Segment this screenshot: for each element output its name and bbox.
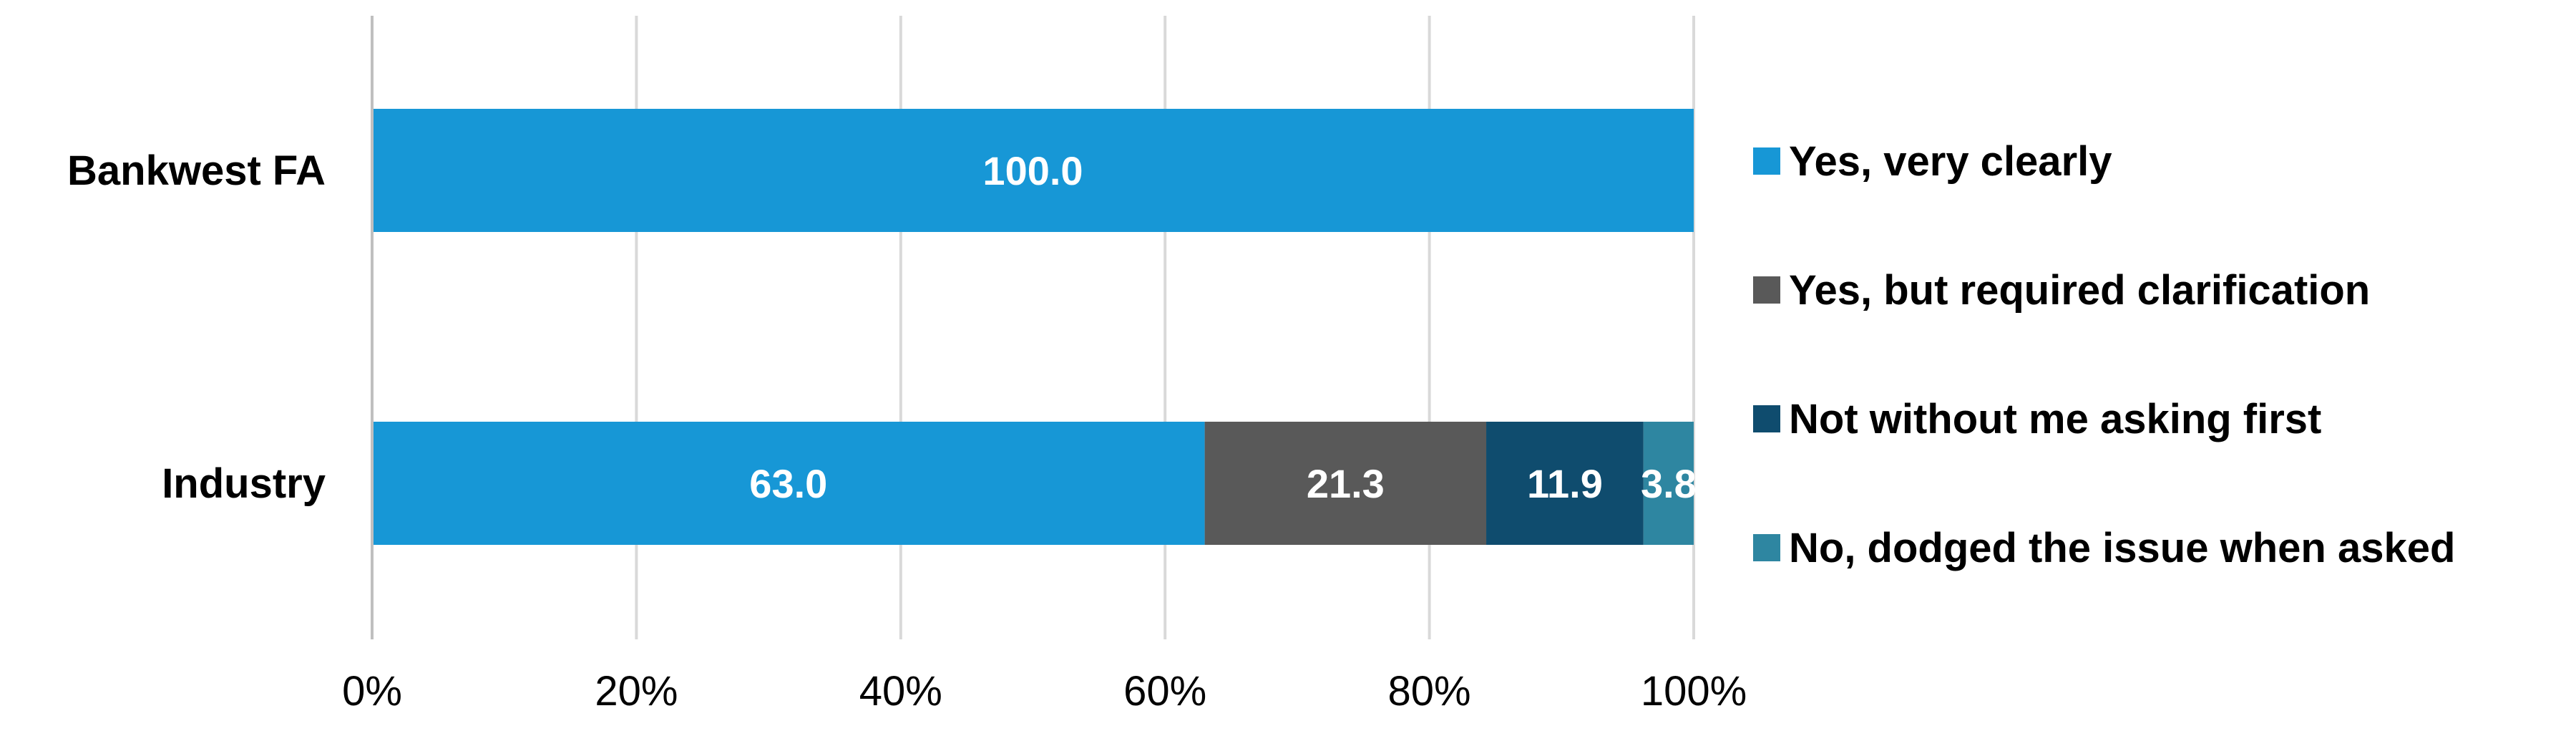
bar-label-industry-yes-but-required-clarification: 21.3 [1307,461,1385,506]
legend-label-no-dodged-the-issue-when-asked: No, dodged the issue when asked [1789,525,2455,571]
legend-swatch-yes-but-required-clarification [1753,276,1780,304]
legend-swatch-not-without-me-asking-first [1753,405,1780,432]
legend-label-not-without-me-asking-first: Not without me asking first [1789,396,2321,442]
x-tick-label-60: 60% [1123,668,1206,715]
bar-label-bankwest-fa-yes-very-clearly: 100.0 [982,148,1083,193]
legend-swatch-yes-very-clearly [1753,147,1780,175]
x-tick-label-0: 0% [342,668,402,715]
bar-label-industry-no-dodged-the-issue-when-asked: 3.8 [1641,461,1697,506]
category-label-industry: Industry [162,460,326,507]
category-label-bankwest-fa: Bankwest FA [67,147,326,194]
x-tick-label-40: 40% [859,668,942,715]
x-tick-label-100: 100% [1641,668,1747,715]
bar-label-industry-not-without-me-asking-first: 11.9 [1527,461,1603,506]
legend-label-yes-very-clearly: Yes, very clearly [1789,138,2112,185]
legend-label-yes-but-required-clarification: Yes, but required clarification [1789,267,2370,314]
x-tick-labels: 0% 20% 40% 60% 80% 100% [342,668,1747,715]
legend: Yes, very clearly Yes, but required clari… [1753,138,2455,571]
category-labels: Bankwest FA Industry [67,147,326,507]
x-tick-label-80: 80% [1388,668,1471,715]
bar-label-industry-yes-very-clearly: 63.0 [749,461,827,506]
x-tick-label-20: 20% [595,668,678,715]
legend-swatch-no-dodged-the-issue-when-asked [1753,534,1780,561]
